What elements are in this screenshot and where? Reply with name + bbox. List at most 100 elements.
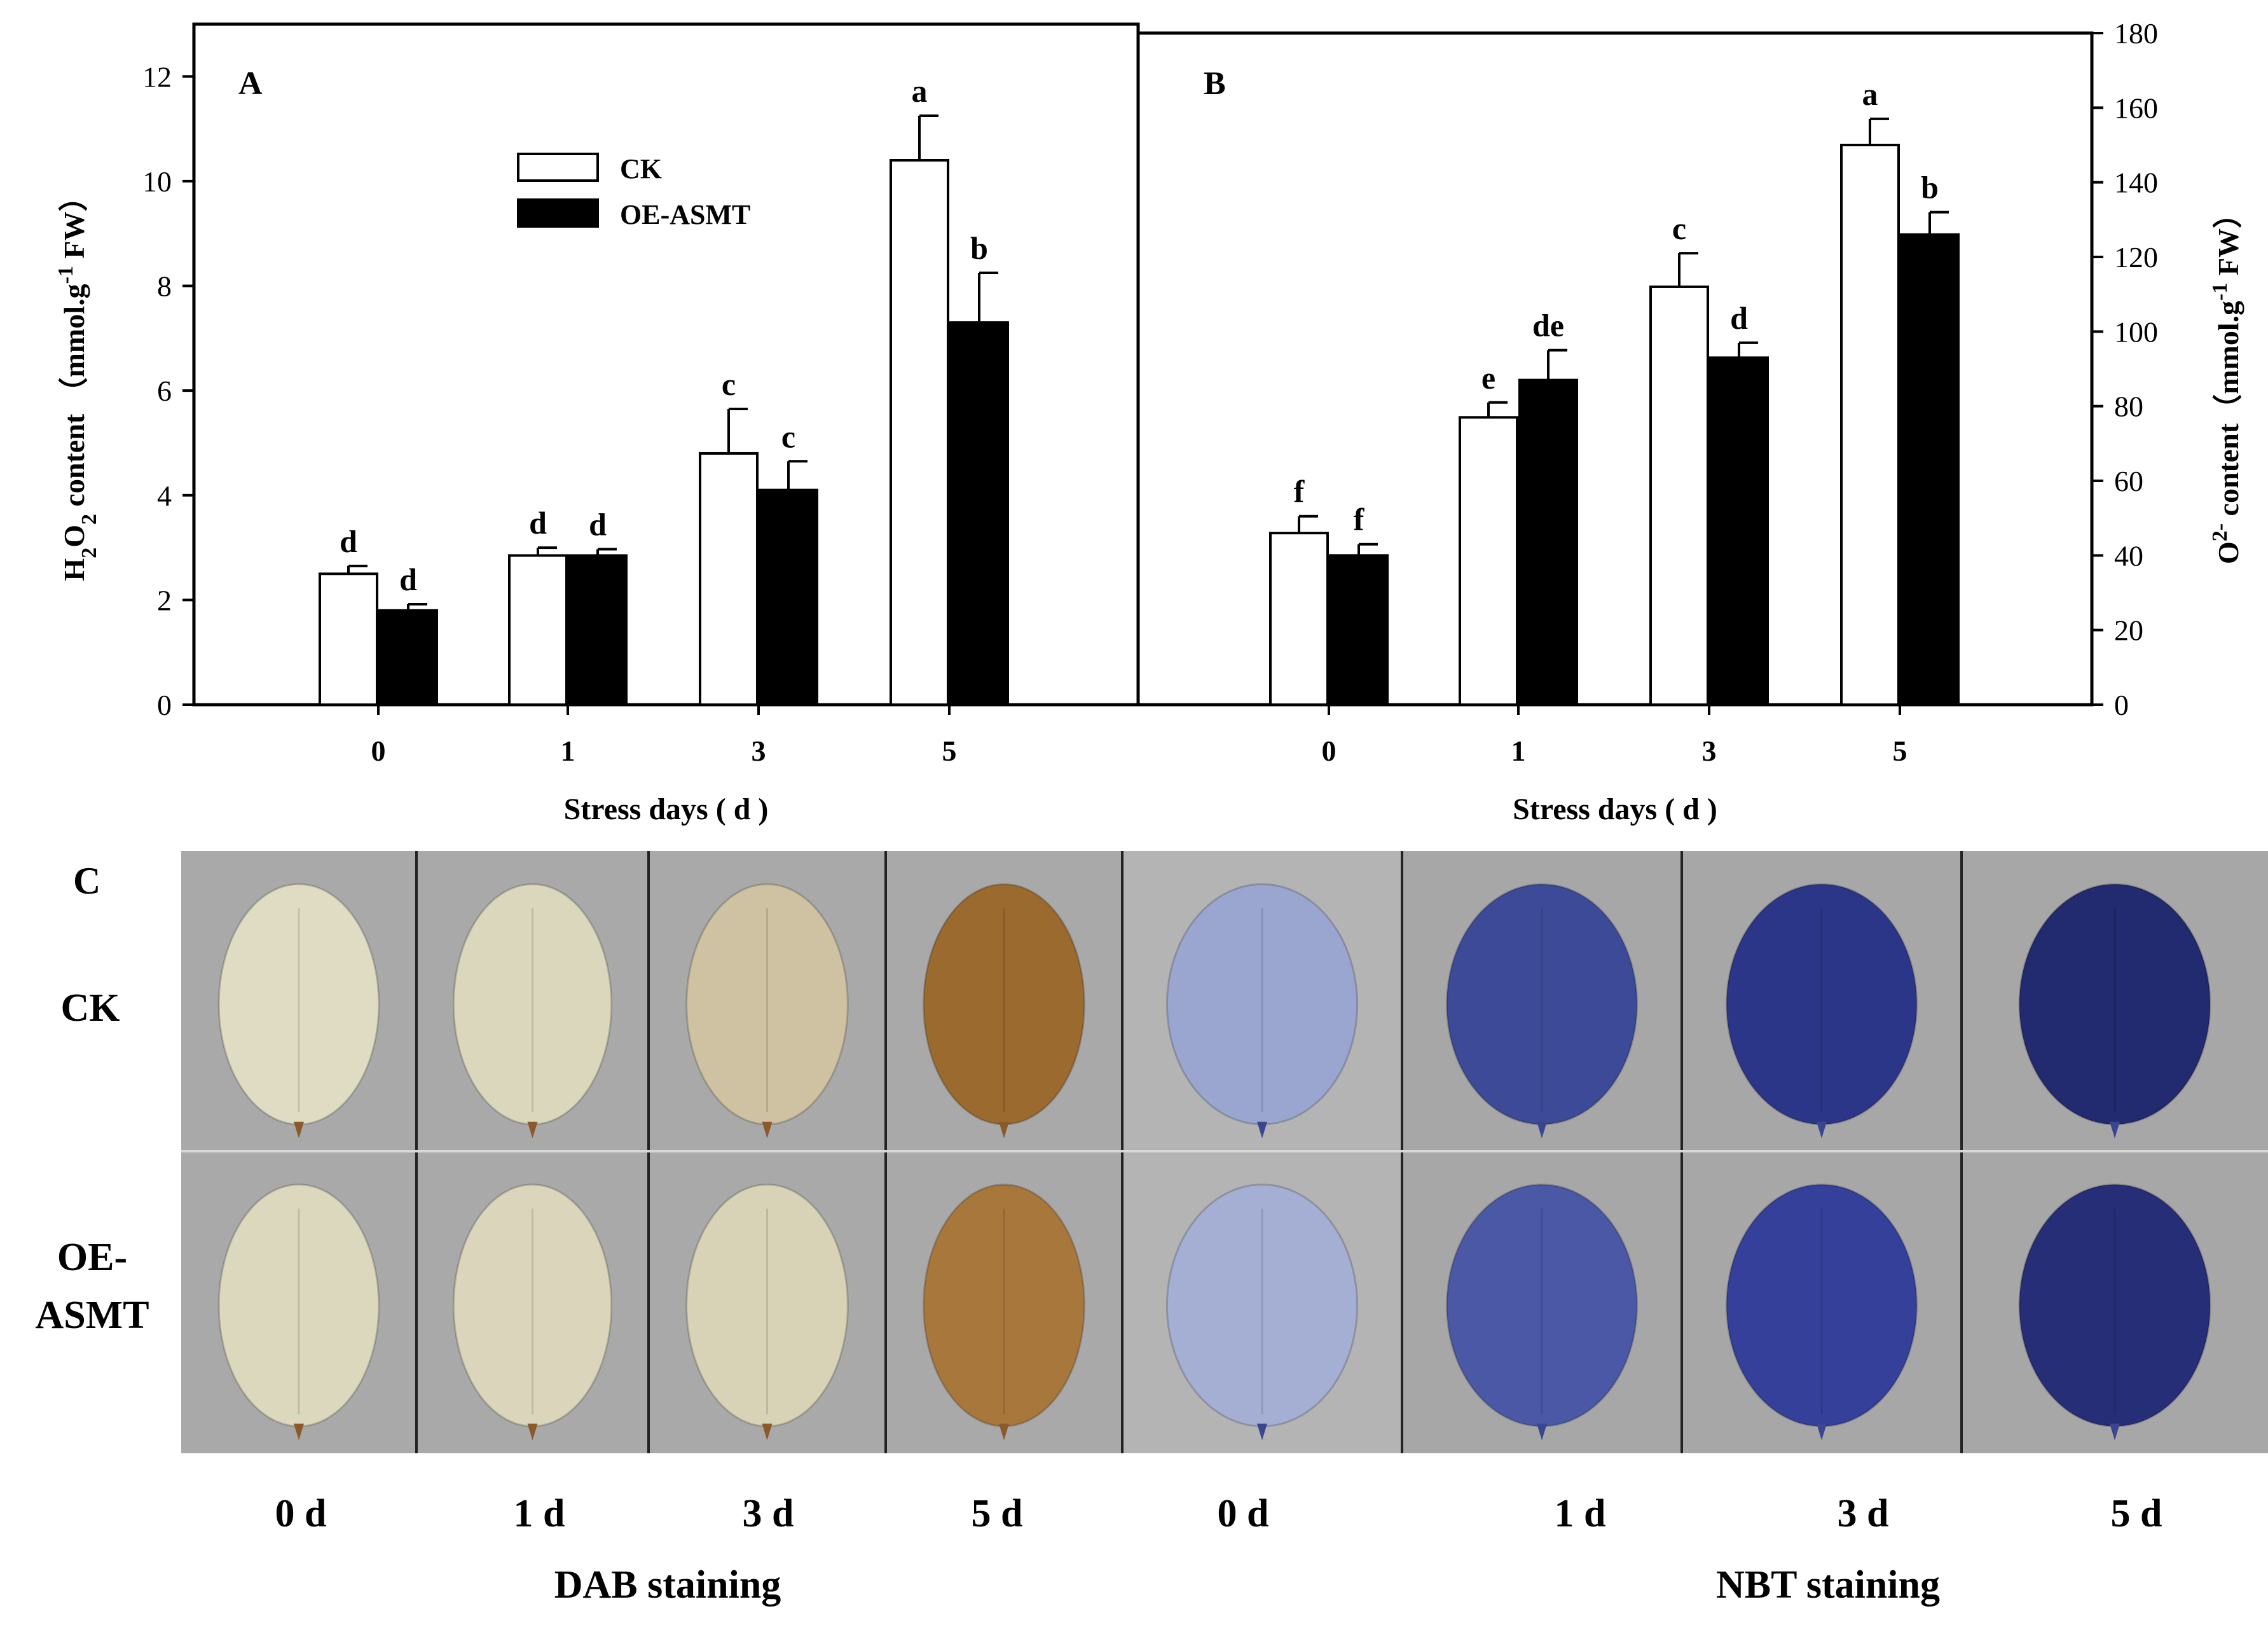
x-tick-label: 5 — [942, 735, 957, 767]
y-tick-label: 10 — [142, 165, 172, 198]
significance-letter: d — [1730, 300, 1748, 336]
x-tick-label: 0 — [371, 735, 386, 767]
leaf-petiole — [1537, 1121, 1547, 1138]
bar-oe-asmt — [378, 609, 438, 706]
bar-ck — [319, 572, 378, 706]
leaf-petiole — [1817, 1121, 1827, 1138]
y-tick-label: 20 — [2114, 614, 2143, 647]
panel-label: C — [73, 860, 100, 902]
y-tick-label: 0 — [157, 689, 172, 721]
bar-ck — [890, 159, 949, 706]
significance-letter: f — [1354, 502, 1365, 537]
nbt-staining-label: NBT staining — [1716, 1563, 1940, 1607]
panel-label: A — [238, 66, 263, 102]
y-axis-label-part: 2- — [2208, 523, 2232, 541]
leaf-petiole — [527, 1121, 538, 1138]
bar-oe-asmt — [759, 488, 818, 706]
y-tick-label: 120 — [2114, 241, 2158, 273]
y-tick-label: 40 — [2114, 539, 2143, 572]
significance-letter: c — [1672, 211, 1686, 246]
bar-ck — [1269, 532, 1329, 707]
bar-oe-asmt — [1518, 378, 1578, 706]
day-label: 3 d — [1838, 1492, 1889, 1535]
bar-oe-asmt — [1709, 356, 1769, 706]
significance-letter: de — [1532, 308, 1564, 343]
bar-ck — [1840, 144, 1900, 706]
y-tick-label: 100 — [2114, 315, 2158, 348]
leaf-petiole — [527, 1423, 538, 1441]
panel-label: B — [1204, 66, 1226, 102]
x-axis-label: Stress days ( d ) — [564, 792, 769, 826]
y-axis-label-part: H — [58, 558, 90, 581]
significance-letter: d — [529, 505, 547, 541]
leaf-petiole — [762, 1423, 773, 1441]
y-tick-label: 6 — [157, 375, 172, 407]
chart-panel-a: A 0 2 4 6 8 10 12 0 1 3 5 Stress days ( d ) d d c a d d c b C… — [54, 22, 1140, 826]
leaf-petiole — [762, 1121, 773, 1138]
leaf-petiole — [294, 1121, 304, 1138]
y-tick-label: 160 — [2114, 92, 2158, 124]
y-axis-label-part: FW） — [58, 182, 90, 266]
day-label: 0 d — [1218, 1492, 1269, 1535]
significance-letter: e — [1481, 360, 1495, 396]
significance-letter: a — [912, 73, 928, 109]
y-axis-label-part: 2 — [78, 514, 101, 525]
day-label: 5 d — [2111, 1492, 2162, 1535]
leaf-petiole — [2110, 1423, 2120, 1441]
x-tick-label: 5 — [1893, 735, 1907, 767]
row-label-ck: CK — [61, 986, 120, 1030]
leaf-petiole — [1817, 1423, 1827, 1441]
chart-panel-b: B 0 20 40 60 80 100 120 140 160 180 0 1 3 5 Stress days… — [1136, 17, 2245, 826]
y-tick-label: 8 — [157, 270, 172, 303]
significance-letter: f — [1294, 474, 1305, 509]
day-label: 1 d — [514, 1492, 565, 1535]
leaf-petiole — [1257, 1423, 1267, 1441]
significance-letter: c — [781, 418, 795, 454]
y-tick-label: 80 — [2114, 391, 2143, 423]
day-label: 0 d — [275, 1492, 327, 1535]
y-axis-label-part: content（mmol.g — [2212, 301, 2244, 523]
x-axis-label: Stress days ( d ) — [1513, 792, 1717, 826]
significance-letter: b — [1921, 170, 1939, 205]
bar-ck — [508, 554, 568, 707]
x-tick-label: 1 — [561, 735, 575, 767]
leaf-petiole — [294, 1423, 304, 1441]
y-tick-label: 180 — [2114, 17, 2158, 50]
legend-swatch — [517, 198, 599, 228]
legend-label: OE-ASMT — [620, 199, 750, 230]
staining-panel-c: C CK OE- ASMT 0 d 1 d 3 d 5 d 0 d 1 d 3 d 5 d DAB st… — [35, 851, 2268, 1607]
significance-letter: b — [970, 230, 988, 266]
legend-swatch — [517, 153, 599, 182]
y-tick-label: 2 — [157, 584, 172, 616]
row-label-oe: OE- — [57, 1236, 127, 1279]
x-tick-label: 0 — [1322, 735, 1337, 767]
dab-staining-label: DAB staining — [554, 1563, 781, 1607]
y-axis-label-part: content （mmol.g — [58, 284, 90, 514]
y-axis-label-part: 2 — [78, 548, 101, 558]
y-tick-label: 60 — [2114, 465, 2143, 497]
y-axis-label-part: -1 — [2208, 283, 2232, 301]
y-tick-label: 4 — [157, 480, 172, 512]
significance-letter: d — [589, 507, 607, 543]
day-label: 5 d — [972, 1492, 1023, 1535]
day-label: 1 d — [1555, 1492, 1606, 1535]
y-tick-label: 0 — [2114, 689, 2129, 721]
day-label: 3 d — [743, 1492, 794, 1535]
row-label-asmt: ASMT — [35, 1294, 149, 1337]
leaf-petiole — [999, 1121, 1009, 1138]
plot-frame — [1136, 31, 2094, 707]
significance-letter: a — [1862, 76, 1878, 112]
y-axis-label-part: -1 — [54, 266, 78, 284]
y-axis-label-part: FW） — [2212, 199, 2244, 283]
bar-ck — [699, 452, 759, 707]
bar-oe-asmt — [568, 554, 628, 707]
significance-letter: c — [722, 366, 736, 402]
bar-oe-asmt — [949, 321, 1009, 706]
y-axis-label-part: O — [58, 525, 90, 548]
legend-label: CK — [620, 153, 662, 184]
leaf-petiole — [1257, 1121, 1267, 1138]
x-tick-label: 3 — [1702, 735, 1717, 767]
bar-oe-asmt — [1900, 233, 1960, 706]
y-axis-label: O2- content（mmol.g-1 FW） — [2208, 199, 2245, 564]
